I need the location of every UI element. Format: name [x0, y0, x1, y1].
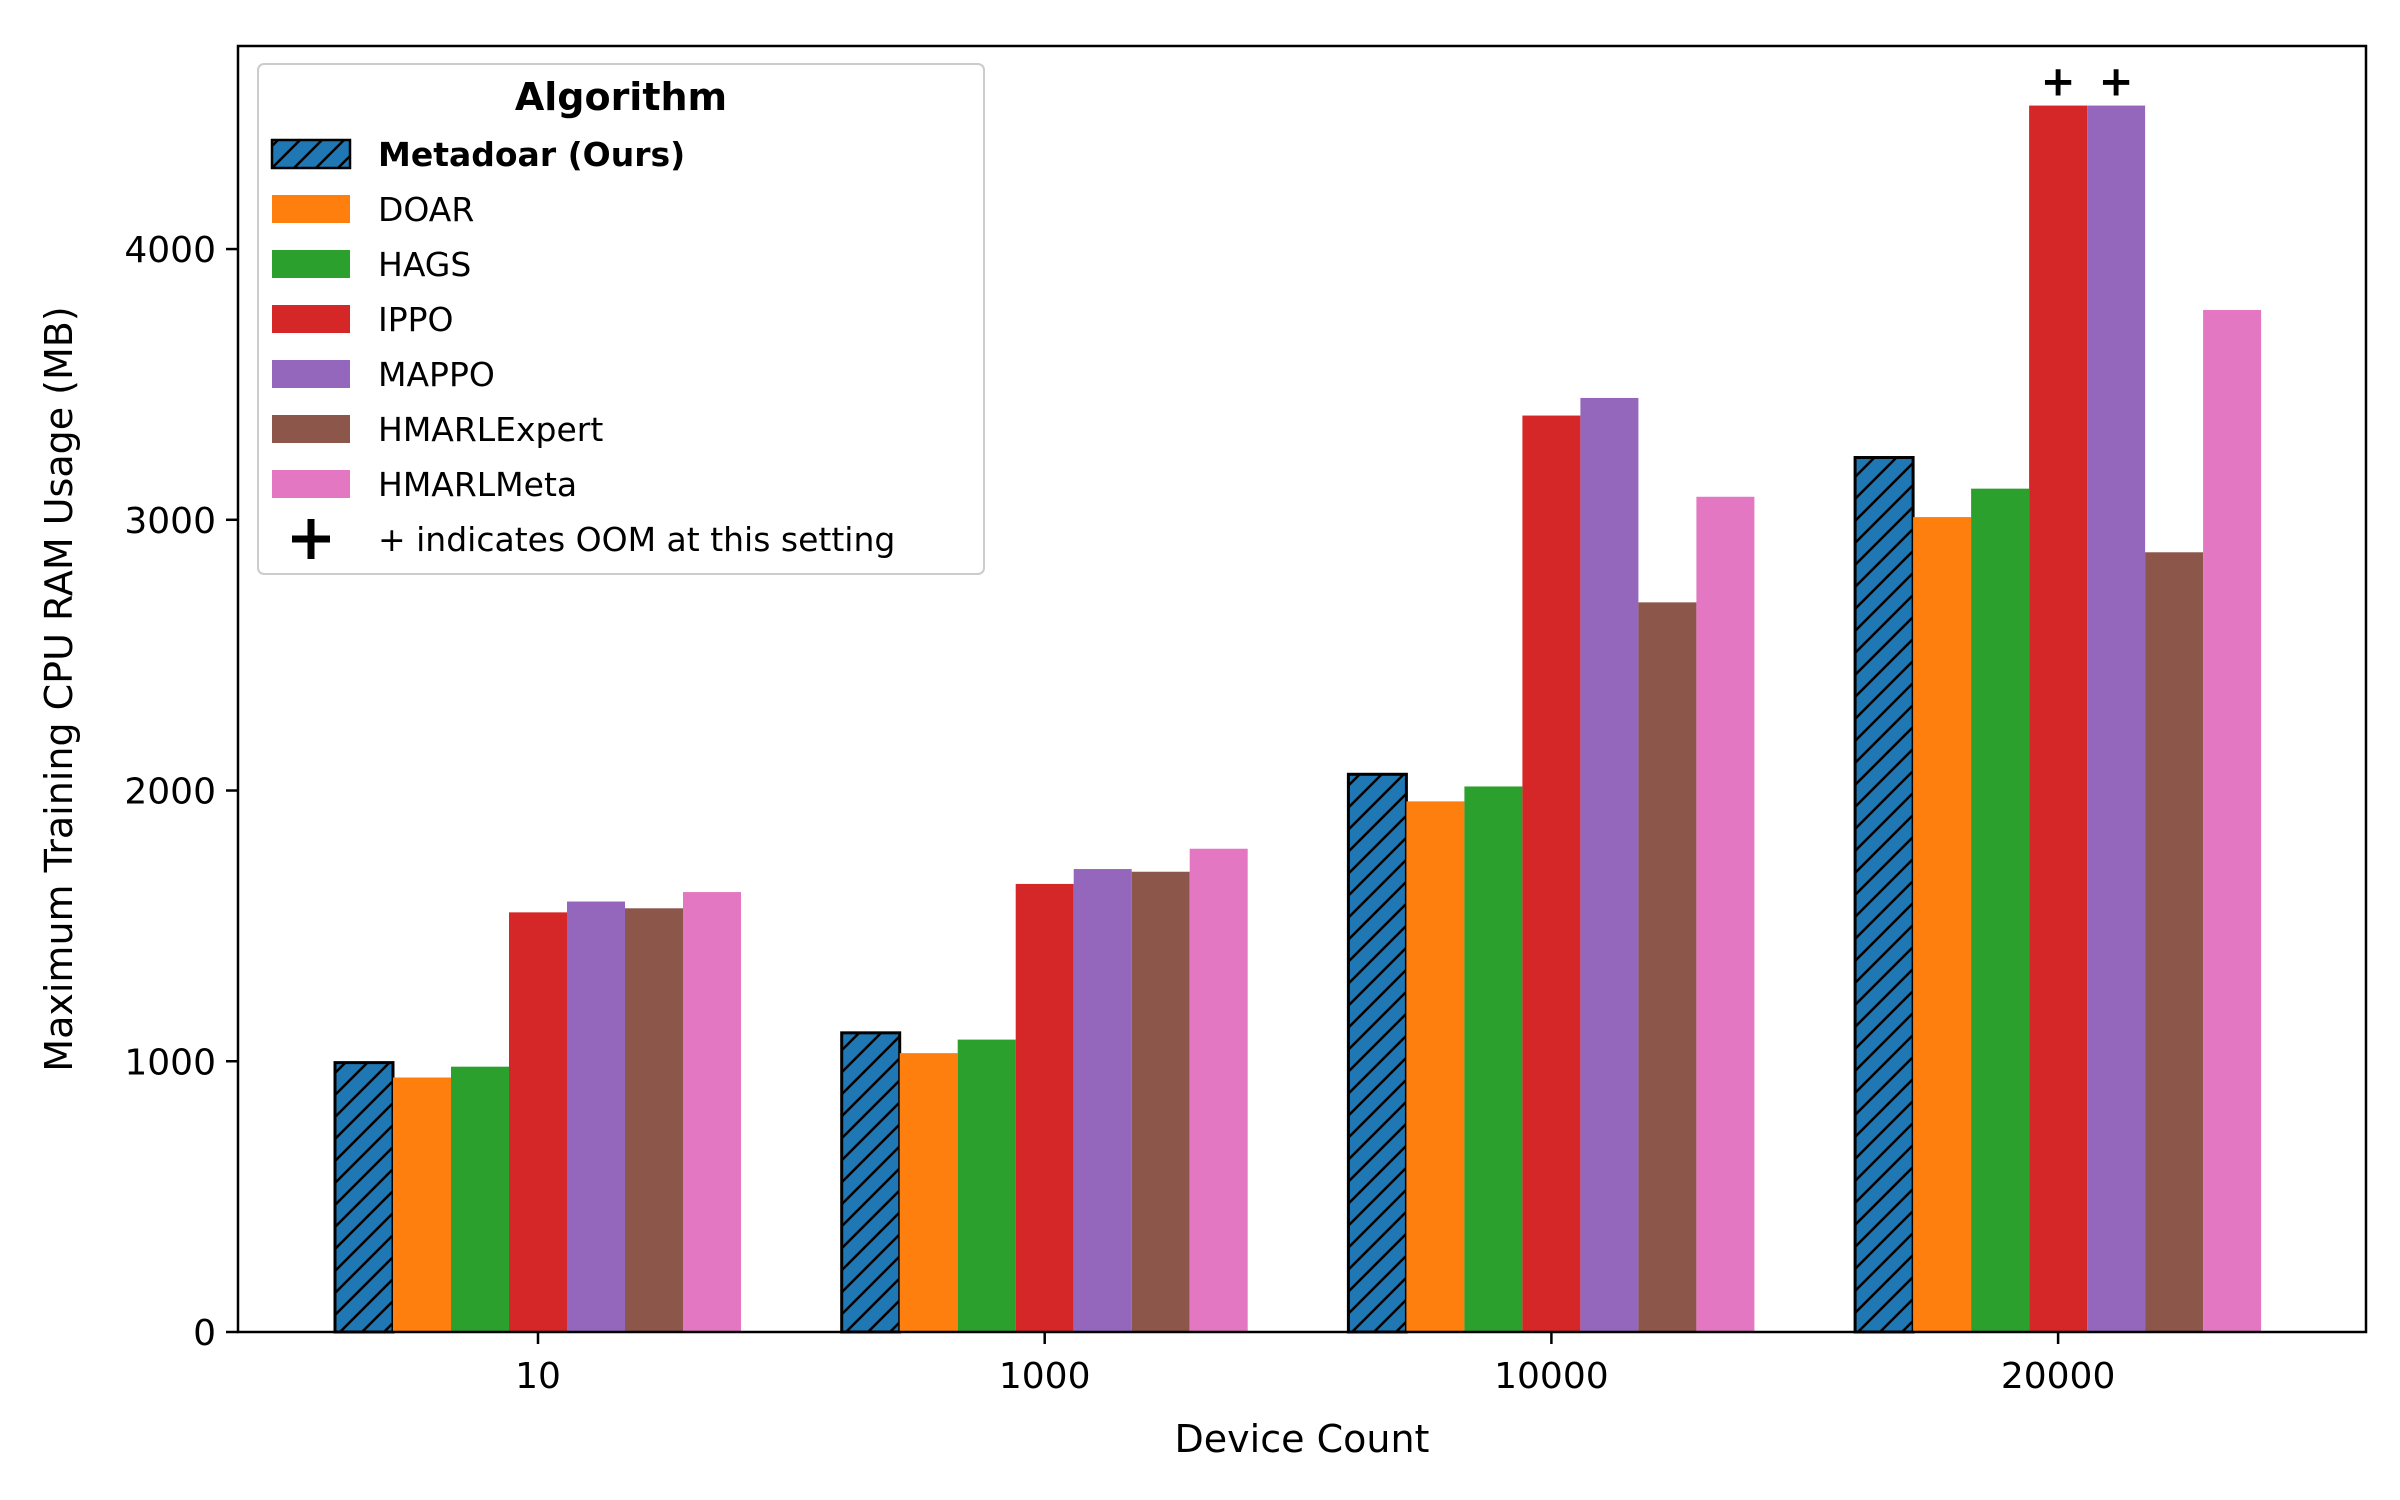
bar-mappo-20000 [2087, 105, 2146, 1332]
oom-marker-ippo-20000: + [2040, 57, 2075, 106]
x-axis-label: Device Count [1175, 1417, 1430, 1461]
legend-frame [257, 63, 985, 575]
bar-hags-10 [451, 1066, 509, 1332]
legend-label-ippo: IPPO [378, 300, 454, 339]
legend-swatch-doar [272, 195, 350, 223]
oom-marker-mappo-20000: + [2098, 57, 2133, 106]
bar-ippo-10000 [1522, 415, 1581, 1332]
legend-swatch-hmarlexpert [272, 415, 350, 443]
legend-swatch-hags [272, 250, 350, 278]
bar-hmarlmeta-10 [683, 892, 741, 1332]
bar-hatch-metadoar-ours-10000 [1346, 772, 1408, 1334]
bar-hags-1000 [957, 1039, 1016, 1332]
legend-entries: Metadoar (Ours) DOAR HAGS IPPO MAPPO HMARLExp… [270, 135, 895, 559]
legend-swatch-mappo [272, 360, 350, 388]
bar-hags-10000 [1464, 786, 1523, 1332]
y-tick-label-1000: 1000 [124, 1042, 216, 1083]
oom-markers: + + [2040, 57, 2133, 106]
y-tick-label-2000: 2000 [124, 772, 216, 813]
x-tick-label-10000: 10000 [1494, 1356, 1609, 1397]
legend-label-hags: HAGS [378, 245, 471, 284]
legend: Algorithm Metadoar (Ours) DOAR HAGS IPPO MAP… [257, 63, 985, 575]
bar-hatch-metadoar-ours-10 [333, 1061, 395, 1334]
legend-title: Algorithm [515, 75, 727, 119]
plot-frame [236, 44, 2368, 1334]
bar-hmarlexpert-10 [625, 908, 683, 1332]
legend-label-doar: DOAR [378, 190, 474, 229]
x-tick-label-10: 10 [515, 1356, 561, 1397]
legend-label-hmarlmeta: HMARLMeta [378, 465, 577, 504]
bar-ippo-1000 [1015, 883, 1074, 1332]
bar-doar-10000 [1406, 801, 1465, 1332]
bar-mappo-10000 [1580, 397, 1639, 1332]
y-axis-ticks: 0 1000 2000 3000 4000 [124, 230, 238, 1354]
bar-ippo-10 [509, 912, 567, 1332]
x-tick-label-20000: 20000 [2001, 1356, 2116, 1397]
bar-hmarlexpert-10000 [1638, 602, 1697, 1332]
x-tick-label-1000: 1000 [999, 1356, 1091, 1397]
bar-hags-20000 [1971, 488, 2030, 1332]
y-axis-label: Maximum Training CPU RAM Usage (MB) [37, 306, 81, 1071]
y-tick-label-3000: 3000 [124, 501, 216, 542]
legend-swatch-ippo [272, 305, 350, 333]
bar-hatch-metadoar-ours-20000 [1853, 456, 1915, 1334]
bar-hmarlmeta-1000 [1189, 848, 1248, 1332]
bar-hmarlexpert-1000 [1131, 871, 1190, 1332]
bar-ippo-20000 [2029, 105, 2088, 1332]
legend-swatch-hatch-metadoar-ours [270, 138, 352, 170]
bars-layer [333, 105, 2262, 1334]
bar-doar-10 [393, 1077, 451, 1332]
y-tick-label-4000: 4000 [124, 230, 216, 271]
bar-hmarlmeta-20000 [2203, 309, 2262, 1333]
legend-plus-icon [292, 519, 330, 559]
bar-hatch-metadoar-ours-1000 [840, 1031, 902, 1334]
legend-label-metadoar-ours: Metadoar (Ours) [378, 135, 685, 174]
y-tick-label-0: 0 [193, 1313, 216, 1354]
bar-hmarlexpert-20000 [2145, 552, 2204, 1332]
bar-doar-1000 [899, 1053, 958, 1332]
legend-swatch-hmarlmeta [272, 470, 350, 498]
legend-label-oom: + indicates OOM at this setting [378, 520, 895, 559]
bar-hmarlmeta-10000 [1696, 496, 1755, 1332]
bar-mappo-10 [567, 901, 625, 1332]
x-axis-ticks: 10 1000 10000 20000 [515, 1332, 2115, 1397]
bar-mappo-1000 [1073, 869, 1132, 1332]
legend-label-mappo: MAPPO [378, 355, 495, 394]
bar-doar-20000 [1913, 517, 1972, 1332]
legend-label-hmarlexpert: HMARLExpert [378, 410, 603, 449]
